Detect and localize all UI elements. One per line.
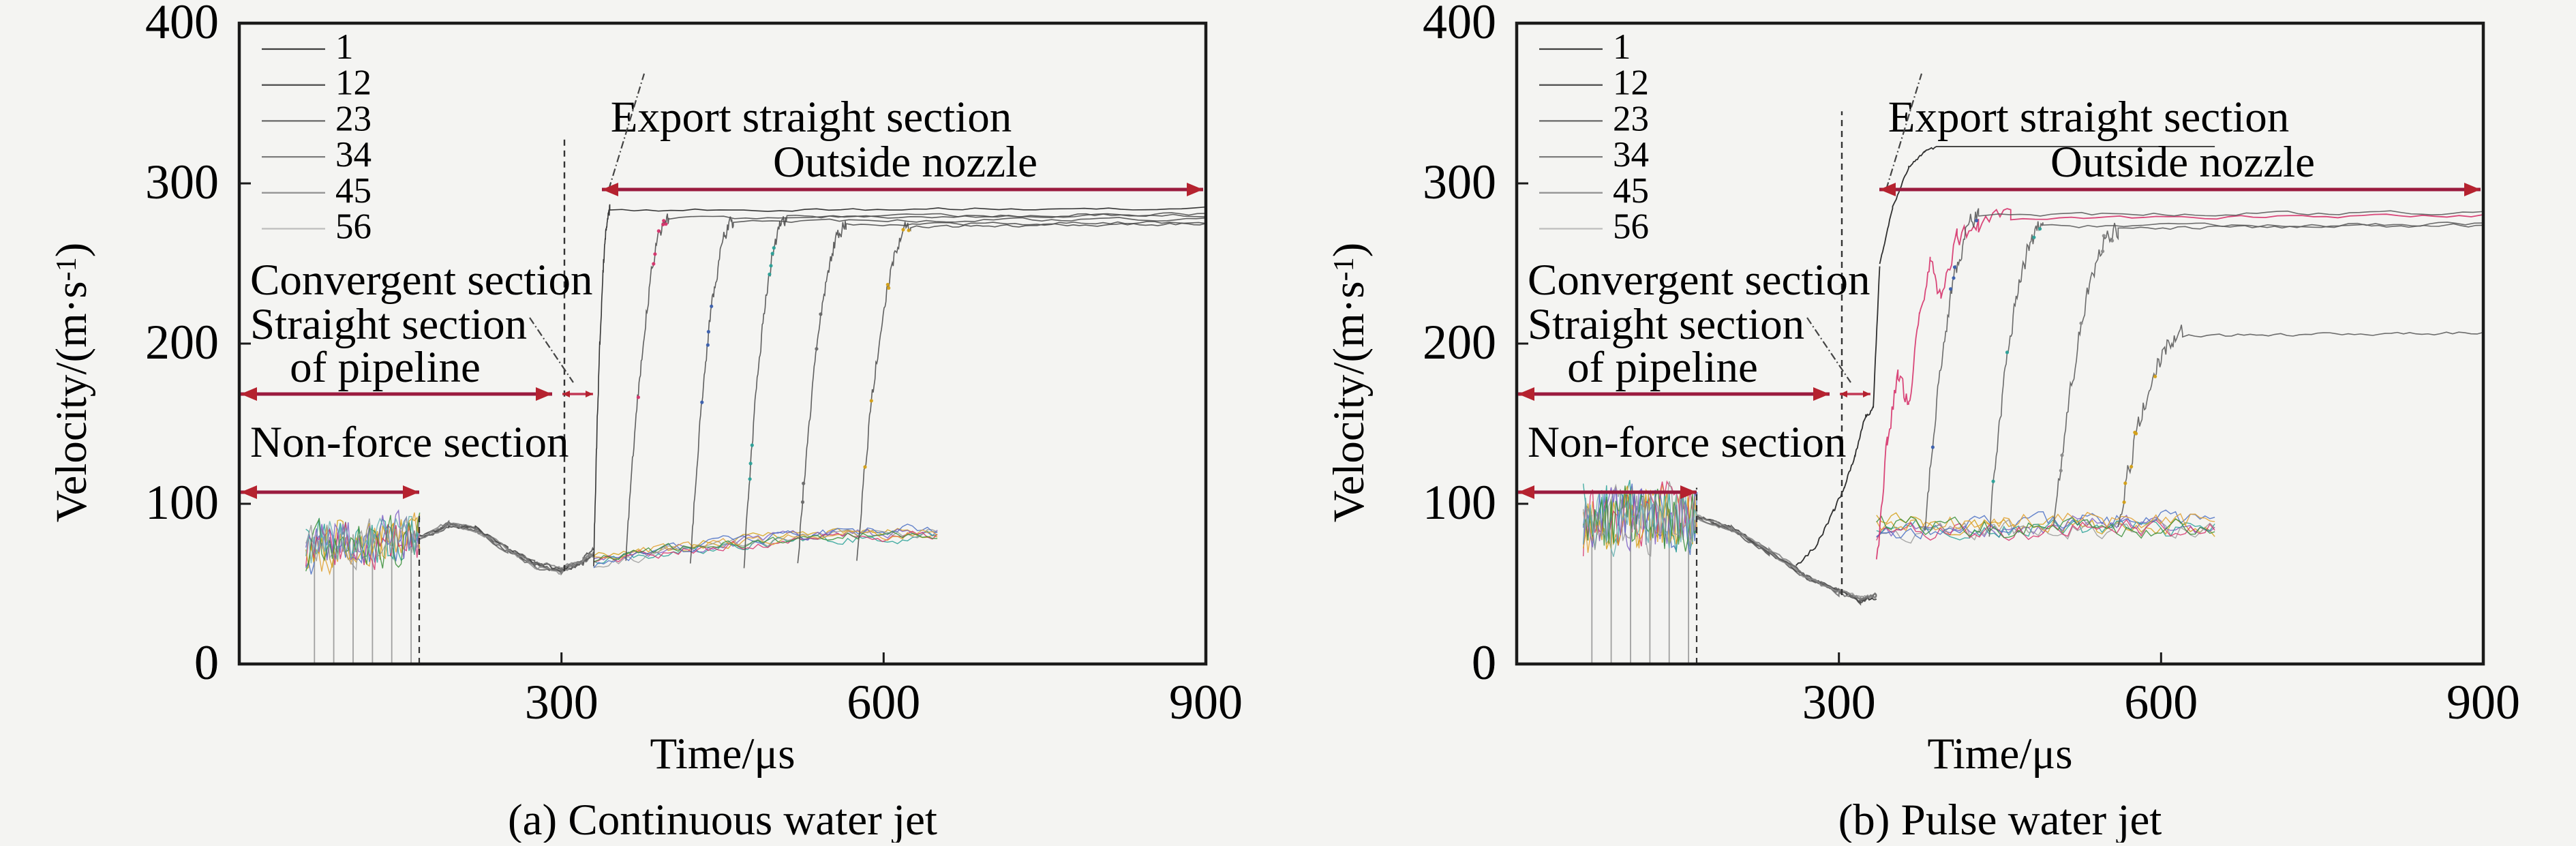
svg-text:45: 45 — [335, 171, 372, 211]
svg-text:Export straight section: Export straight section — [1888, 93, 2290, 142]
svg-text:12: 12 — [335, 63, 372, 103]
svg-text:Convergent section: Convergent section — [250, 256, 592, 305]
svg-text:0: 0 — [1472, 635, 1496, 690]
svg-text:600: 600 — [2124, 675, 2198, 729]
svg-text:(a) Continuous water jet: (a) Continuous water jet — [508, 796, 937, 843]
svg-text:300: 300 — [525, 675, 598, 729]
svg-text:Export straight section: Export straight section — [611, 93, 1012, 142]
svg-text:Convergent section: Convergent section — [1528, 256, 1870, 305]
svg-text:300: 300 — [1802, 675, 1876, 729]
svg-text:0: 0 — [194, 635, 219, 690]
svg-text:Non-force section: Non-force section — [250, 418, 569, 467]
svg-text:34: 34 — [1613, 135, 1649, 175]
svg-text:100: 100 — [1423, 475, 1496, 530]
svg-text:100: 100 — [145, 475, 219, 530]
svg-text:23: 23 — [1613, 99, 1649, 138]
svg-text:400: 400 — [1423, 0, 1496, 49]
svg-text:900: 900 — [2446, 675, 2520, 729]
svg-text:300: 300 — [145, 155, 219, 209]
svg-text:34: 34 — [335, 135, 372, 175]
svg-text:Velocity/(m·s-1): Velocity/(m·s-1) — [1324, 243, 1374, 522]
svg-text:(b) Pulse water jet: (b) Pulse water jet — [1838, 796, 2162, 843]
svg-text:300: 300 — [1423, 155, 1496, 209]
svg-text:400: 400 — [145, 0, 219, 49]
svg-text:Straight section: Straight section — [1528, 300, 1804, 349]
svg-text:Time/μs: Time/μs — [650, 729, 795, 779]
svg-text:Outside nozzle: Outside nozzle — [2050, 138, 2315, 187]
svg-text:900: 900 — [1169, 675, 1243, 729]
svg-text:56: 56 — [335, 207, 372, 247]
svg-text:Time/μs: Time/μs — [1927, 729, 2072, 779]
svg-text:Velocity/(m·s-1): Velocity/(m·s-1) — [47, 243, 96, 522]
svg-text:of pipeline: of pipeline — [290, 343, 481, 392]
svg-text:56: 56 — [1613, 207, 1649, 247]
svg-text:200: 200 — [1423, 315, 1496, 369]
svg-text:1: 1 — [335, 27, 354, 67]
svg-text:12: 12 — [1613, 63, 1649, 103]
svg-text:of pipeline: of pipeline — [1567, 343, 1758, 392]
svg-text:23: 23 — [335, 99, 372, 138]
svg-text:Outside nozzle: Outside nozzle — [773, 138, 1037, 187]
svg-text:200: 200 — [145, 315, 219, 369]
svg-text:600: 600 — [847, 675, 920, 729]
svg-text:1: 1 — [1613, 27, 1631, 67]
svg-text:Straight section: Straight section — [250, 300, 527, 349]
svg-text:Non-force section: Non-force section — [1528, 418, 1846, 467]
svg-text:45: 45 — [1613, 171, 1649, 211]
